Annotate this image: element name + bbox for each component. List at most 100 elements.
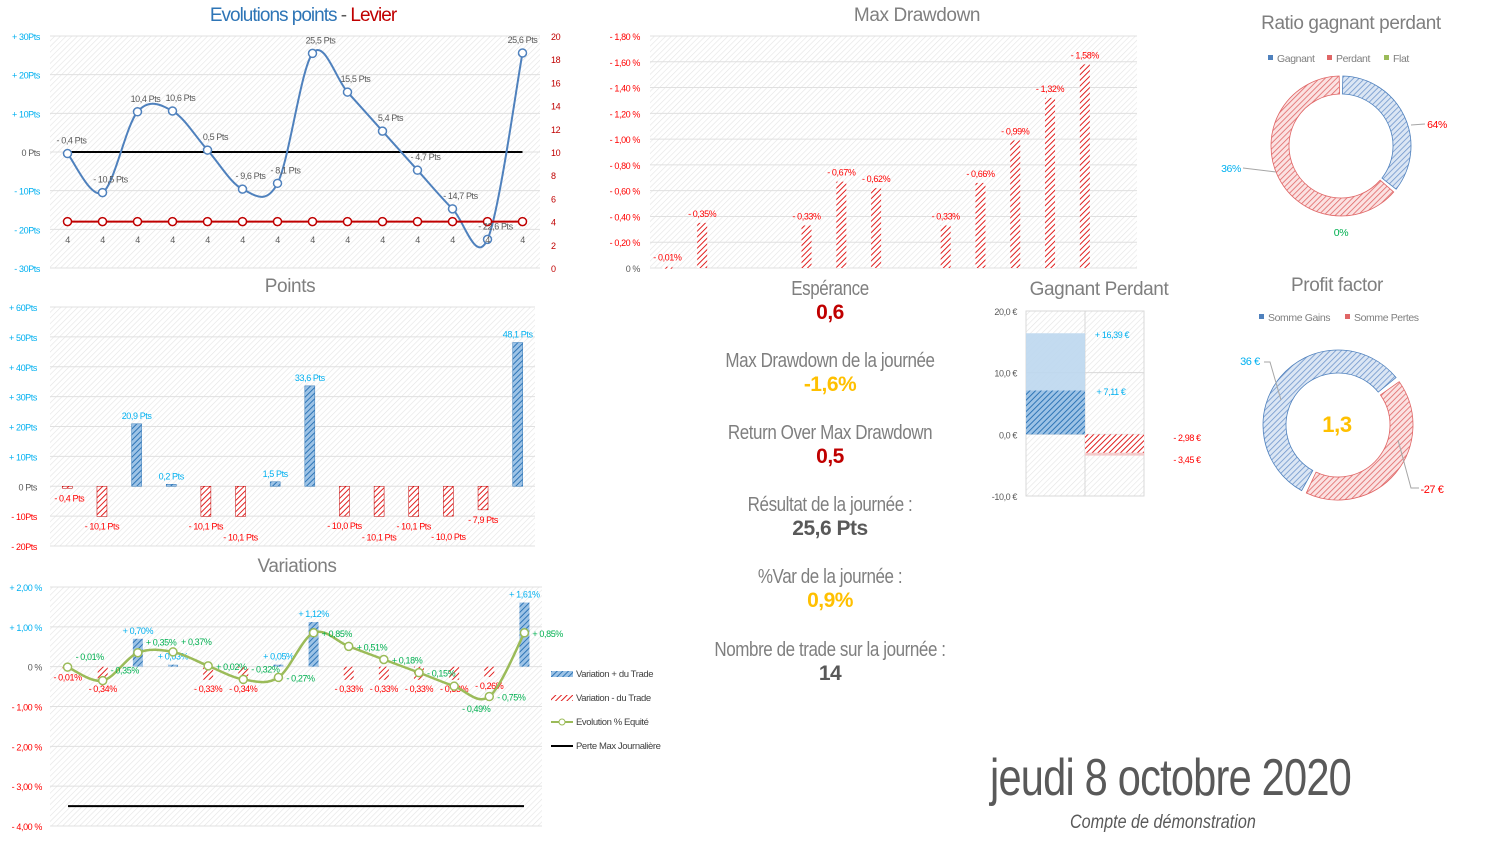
drawdown-bar [975,182,986,268]
points-data-label: 0,5 Pts [203,132,229,142]
kpi-var: %Var de la journée :0,9% [680,566,980,613]
equity-data-label: - 0,01% [76,652,105,662]
kpi-label: Espérance [791,278,869,300]
negative-bar [477,486,489,511]
y-left-tick-label: + 20Pts [12,71,41,81]
account-name: Compte de démonstration [1070,812,1256,833]
gains-average-bar [1026,390,1085,435]
y-tick-label: - 1,60 % [610,58,641,68]
variations-chart-title: Variations [257,556,336,577]
negative-bar [96,486,108,517]
bar-data-label: - 7,9 Pts [468,515,499,525]
equity-marker [379,654,389,665]
legend-swatch [1327,55,1332,60]
y-tick-label: + 10Pts [9,452,38,462]
slice-label: -27 € [1420,484,1443,496]
equity-data-label: + 0,18% [392,655,423,665]
y-right-tick-label: 14 [551,102,561,112]
bar-data-label: - 10,0 Pts [431,532,466,542]
bar-data-label: - 3,45 € [1173,455,1201,465]
equity-marker [133,647,143,658]
points-marker [412,165,423,175]
negative-bar [408,486,419,517]
equity-marker [449,681,459,691]
equity-data-label: + 0,02% [216,662,247,672]
bar-data-label: - 0,01% [653,253,682,263]
legend-label: Gagnant [1277,53,1315,65]
negative-bar [62,486,73,489]
negative-bar [235,486,246,517]
leader-line [1397,439,1419,489]
y-right-tick-label: 18 [551,55,561,65]
levier-data-label: 4 [170,235,175,245]
donut-slice-gagnant [1341,75,1412,190]
points-marker [97,187,108,198]
legend-swatch [1345,314,1350,319]
y-tick-label: 0,0 € [999,430,1017,440]
points-data-label: - 22,6 Pts [478,221,513,231]
negative-bar [339,486,350,517]
equity-data-label: - 0,35% [111,666,140,676]
positive-bar [273,664,284,667]
levier-marker [307,216,318,227]
y-tick-label: - 1,80 % [610,32,641,42]
y-tick-label: -10,0 € [992,492,1018,502]
bar-data-label: - 0,33% [194,684,223,694]
bar-data-label: + 1,61% [509,590,540,600]
points-marker [272,178,283,189]
bar-data-label: 48,1 Pts [503,330,534,340]
equity-data-label: + 0,35% [146,638,177,648]
y-right-tick-label: 2 [551,241,556,251]
levier-marker [412,216,423,227]
bar-data-label: - 0,62% [862,174,891,184]
y-tick-label: - 1,20 % [610,109,641,119]
points-marker [377,126,388,136]
levier-data-label: 4 [310,235,315,245]
levier-data-label: 4 [520,235,525,245]
leader-line [1242,167,1277,173]
bar-data-label: 33,6 Pts [295,373,326,383]
negative-bar [378,666,389,680]
points-data-label: 5,4 Pts [378,113,404,123]
equity-data-label: + 0,85% [532,629,563,639]
bar-data-label: - 0,01% [53,673,82,683]
ratio-chart-title: Ratio gagnant perdant [1261,13,1442,34]
positive-bar [308,622,319,667]
bar-data-label: + 1,12% [298,609,329,619]
y-tick-label: - 1,40 % [610,84,641,94]
levier-marker [447,216,458,227]
bar-data-label: - 10,1 Pts [223,532,258,542]
y-right-tick-label: 16 [551,78,561,88]
slice-label: 36 € [1240,356,1260,368]
positive-bar [512,342,523,487]
legend-label: Evolution % Equité [576,717,649,728]
negative-bar [443,486,454,517]
points-data-label: 10,6 Pts [166,93,197,103]
levier-marker [97,216,108,227]
y-tick-label: 0 Pts [18,482,37,492]
kpi-max-drawdown: Max Drawdown de la journée -1,6% [680,350,980,397]
kpi-value: 14 [818,662,842,685]
kpi-label: Max Drawdown de la journée [725,350,935,372]
equity-data-label: - 0,49% [462,704,491,714]
donut-slice-somme-gains [1262,349,1397,492]
negative-bar [238,666,249,681]
y-tick-label: - 0,80 % [610,161,641,171]
y-tick-label: - 0,40 % [610,212,641,222]
equity-marker [168,647,178,657]
levier-data-label: 4 [240,235,245,245]
drawdown-bar [662,266,673,269]
drawdown-bar [1045,97,1056,268]
leader-line [1264,361,1282,401]
equity-marker [62,662,73,672]
legend-label: Perdant [1336,53,1370,65]
y-right-tick-label: 12 [551,125,561,135]
y-tick-label: - 1,00 % [12,703,43,713]
levier-marker [237,216,248,227]
drawdown-bar [871,188,882,268]
bar-data-label: 20,9 Pts [122,411,153,421]
y-tick-label: + 20Pts [9,423,38,433]
equity-data-label: + 0,85% [322,629,353,639]
gagnant-perdant-title: Gagnant Perdant [1030,279,1170,300]
legend-label: Variation + du Trade [576,669,653,680]
